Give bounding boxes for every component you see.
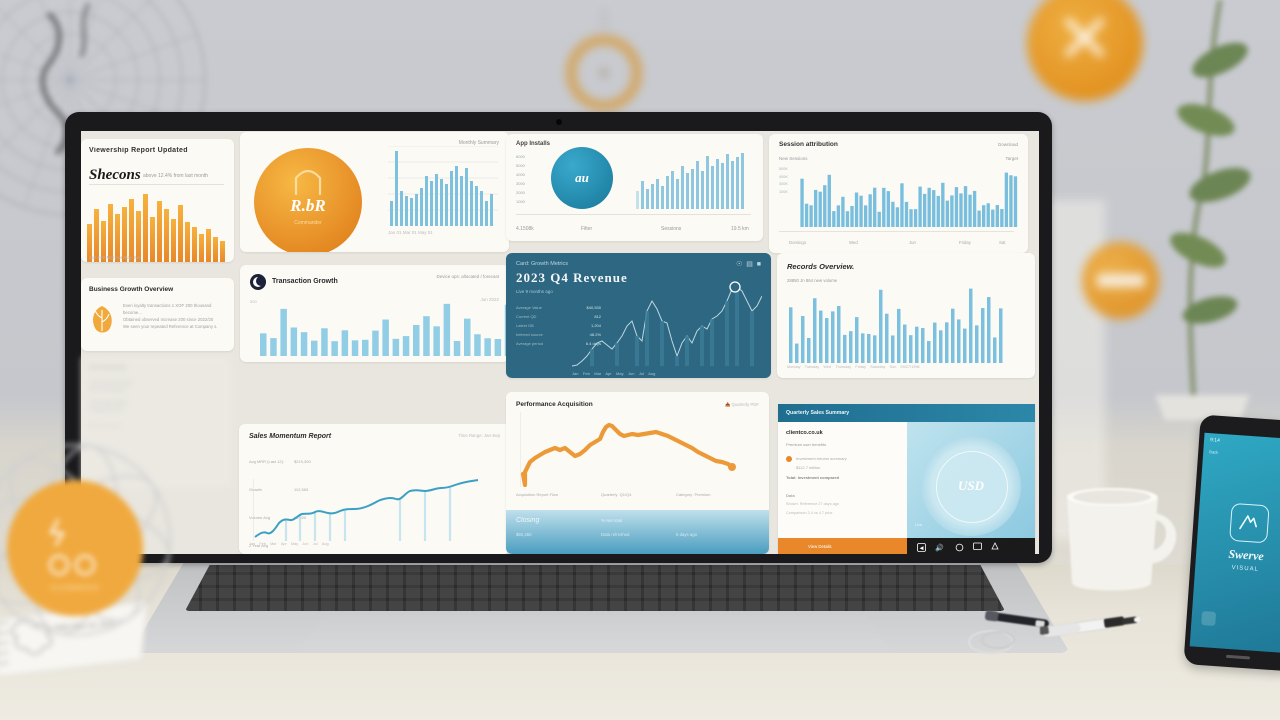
- svg-text:🔊: 🔊: [935, 543, 944, 552]
- svg-text:B.COMMERCE: B.COMMERCE: [51, 585, 100, 592]
- svg-text:◀: ◀: [920, 546, 924, 552]
